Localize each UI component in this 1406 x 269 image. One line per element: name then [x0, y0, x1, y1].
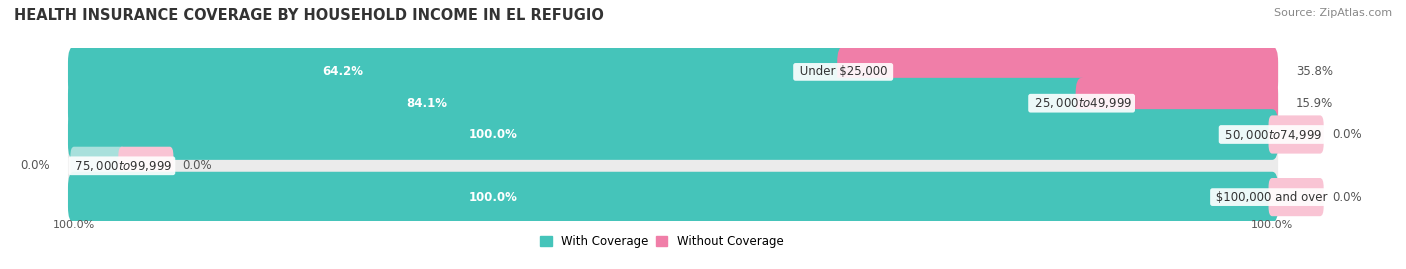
Text: Under $25,000: Under $25,000: [796, 65, 891, 78]
Text: 35.8%: 35.8%: [1296, 65, 1333, 78]
Text: $50,000 to $74,999: $50,000 to $74,999: [1220, 128, 1323, 141]
FancyBboxPatch shape: [1268, 115, 1323, 154]
Text: 15.9%: 15.9%: [1296, 97, 1333, 110]
Text: $75,000 to $99,999: $75,000 to $99,999: [70, 159, 173, 173]
Text: 64.2%: 64.2%: [323, 65, 364, 78]
FancyBboxPatch shape: [70, 147, 125, 185]
Text: 100.0%: 100.0%: [468, 191, 517, 204]
Text: 0.0%: 0.0%: [1331, 191, 1361, 204]
FancyBboxPatch shape: [67, 109, 1278, 160]
Text: $25,000 to $49,999: $25,000 to $49,999: [1031, 96, 1133, 110]
FancyBboxPatch shape: [118, 147, 173, 185]
FancyBboxPatch shape: [67, 140, 1278, 191]
Text: Source: ZipAtlas.com: Source: ZipAtlas.com: [1274, 8, 1392, 18]
Text: 84.1%: 84.1%: [406, 97, 447, 110]
Text: 0.0%: 0.0%: [20, 159, 51, 172]
Text: HEALTH INSURANCE COVERAGE BY HOUSEHOLD INCOME IN EL REFUGIO: HEALTH INSURANCE COVERAGE BY HOUSEHOLD I…: [14, 8, 605, 23]
FancyBboxPatch shape: [67, 78, 1088, 129]
Text: 0.0%: 0.0%: [181, 159, 211, 172]
Text: 100.0%: 100.0%: [53, 220, 96, 230]
FancyBboxPatch shape: [67, 47, 849, 97]
Legend: With Coverage, Without Coverage: With Coverage, Without Coverage: [536, 230, 789, 253]
FancyBboxPatch shape: [67, 47, 1278, 97]
FancyBboxPatch shape: [67, 172, 1278, 222]
Text: 100.0%: 100.0%: [468, 128, 517, 141]
FancyBboxPatch shape: [67, 172, 1278, 222]
Text: 0.0%: 0.0%: [1331, 128, 1361, 141]
Text: 100.0%: 100.0%: [1251, 220, 1294, 230]
FancyBboxPatch shape: [67, 78, 1278, 129]
FancyBboxPatch shape: [837, 47, 1278, 97]
FancyBboxPatch shape: [1268, 178, 1323, 216]
FancyBboxPatch shape: [67, 109, 1278, 160]
Text: $100,000 and over: $100,000 and over: [1212, 191, 1331, 204]
FancyBboxPatch shape: [1076, 78, 1278, 129]
